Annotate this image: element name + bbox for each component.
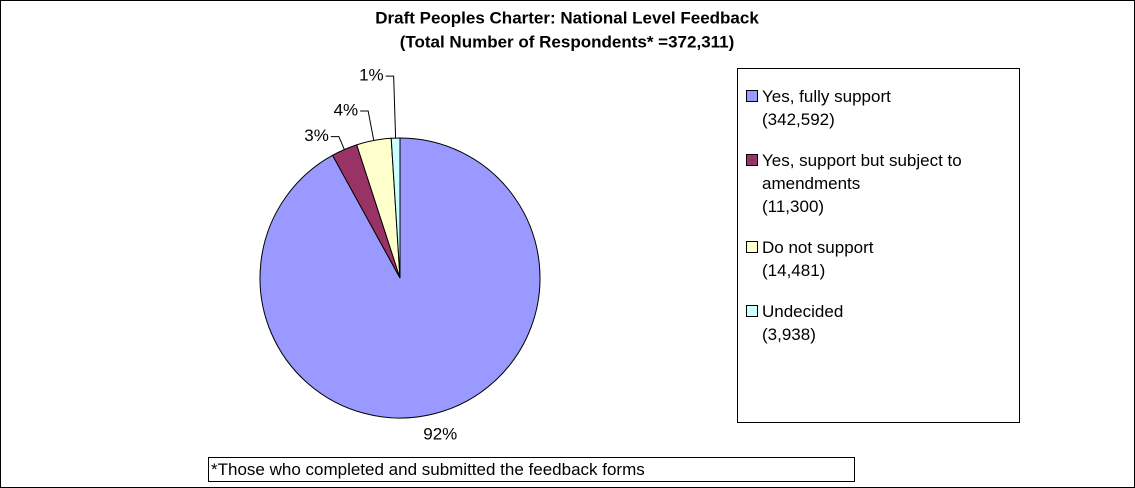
legend-swatch xyxy=(746,305,758,317)
legend-count: (11,300) xyxy=(762,197,825,216)
value-label: 4% xyxy=(334,100,359,119)
legend-item: Undecided (3,938) xyxy=(746,300,1013,346)
leader-line xyxy=(385,75,397,139)
chart-title: Draft Peoples Charter: National Level Fe… xyxy=(375,8,759,27)
value-label: 3% xyxy=(304,126,329,145)
legend: Yes, fully support (342,592) Yes, support … xyxy=(737,68,1020,423)
legend-swatch xyxy=(746,154,758,166)
legend-label: Do not support xyxy=(762,238,874,257)
legend-item: Yes, support but subject to amendments (1… xyxy=(746,149,1013,218)
legend-label: Undecided xyxy=(762,302,844,321)
legend-count: (14,481) xyxy=(762,261,826,280)
legend-count: (3,938) xyxy=(762,325,816,344)
legend-swatch xyxy=(746,241,758,253)
value-label: 92% xyxy=(423,424,457,443)
legend-swatch xyxy=(746,90,758,102)
legend-item: Yes, fully support (342,592) xyxy=(746,85,1013,131)
legend-label: Yes, support but subject to amendments xyxy=(762,151,962,193)
legend-count: (342,592) xyxy=(762,110,835,129)
leader-line xyxy=(360,110,375,141)
chart-subtitle: (Total Number of Respondents* =372,311) xyxy=(400,32,735,51)
leader-line xyxy=(330,136,345,150)
footnote: *Those who completed and submitted the f… xyxy=(208,457,855,482)
legend-label: Yes, fully support xyxy=(762,87,891,106)
value-label: 1% xyxy=(359,66,384,85)
legend-item: Do not support (14,481) xyxy=(746,236,1013,282)
